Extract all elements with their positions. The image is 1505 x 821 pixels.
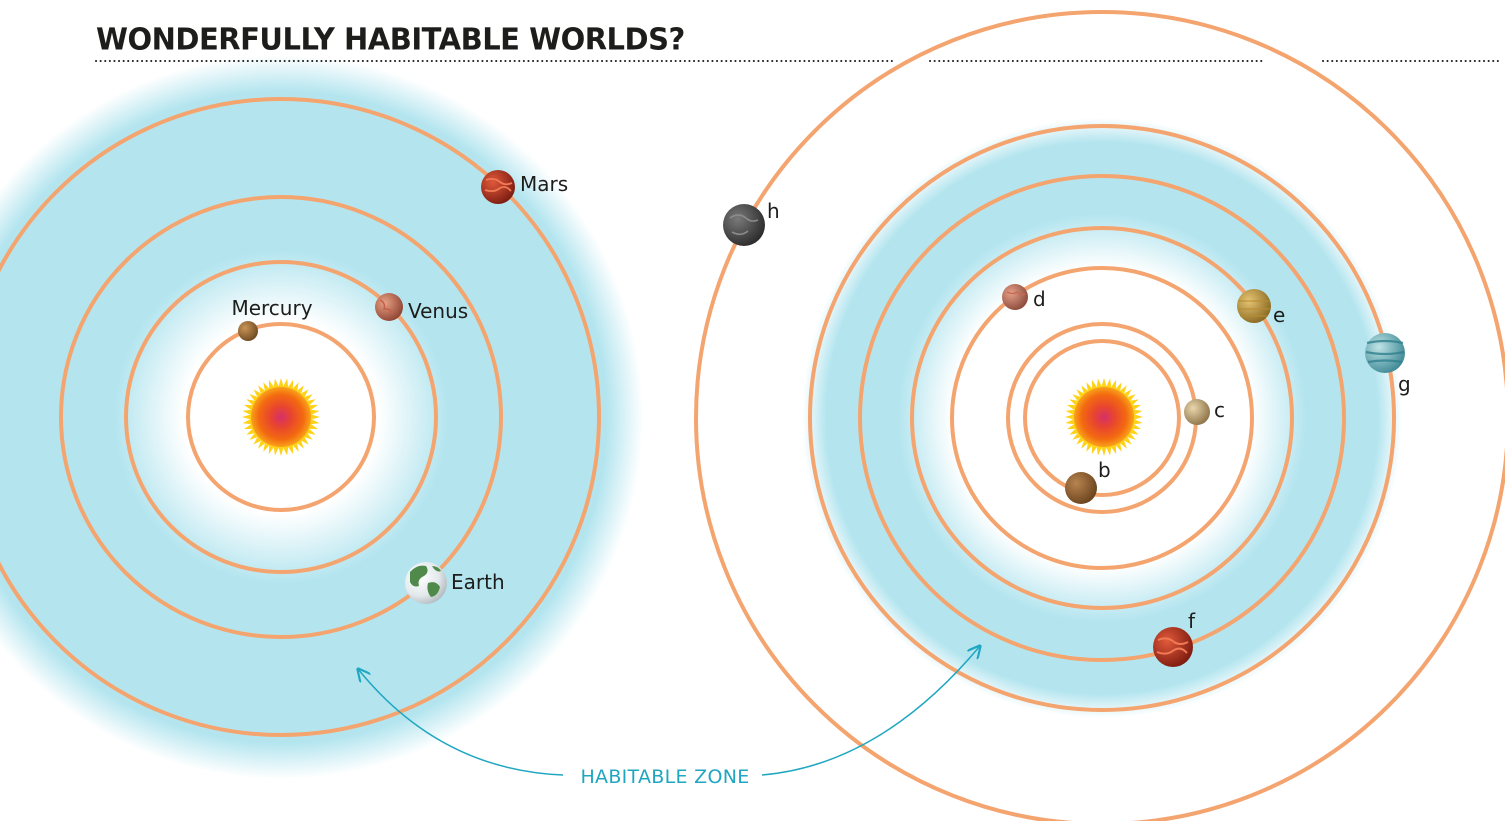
orbit-earth xyxy=(59,195,503,639)
rocky-planet-icon xyxy=(1153,627,1193,667)
rocky-planet-icon xyxy=(1184,399,1210,425)
solar-habitable-zone xyxy=(0,55,643,779)
rocky-planet-icon xyxy=(238,321,258,341)
planet-label-h: h xyxy=(767,199,780,223)
planet-label-mercury: Mercury xyxy=(231,296,312,320)
orbit-g xyxy=(808,124,1396,712)
planet-mars: Mars xyxy=(481,170,568,204)
orbit-mercury xyxy=(186,322,376,512)
orbit-mars xyxy=(0,97,601,737)
habitable-zone-annotation: HABITABLE ZONE xyxy=(358,646,980,788)
sun-icon xyxy=(242,378,320,456)
exo-orbits xyxy=(694,10,1505,821)
planet-label-e: e xyxy=(1273,303,1285,327)
orbit-venus xyxy=(124,260,438,574)
planet-c: c xyxy=(1184,398,1225,425)
planet-b: b xyxy=(1065,458,1111,504)
planet-label-venus: Venus xyxy=(408,299,468,323)
planet-label-f: f xyxy=(1188,609,1196,633)
orbit-b xyxy=(1023,339,1181,497)
orbit-d xyxy=(950,266,1254,570)
solar-orbits xyxy=(0,97,601,737)
planet-g: g xyxy=(1365,333,1411,396)
grey-planet-icon xyxy=(723,204,765,246)
planet-label-d: d xyxy=(1033,287,1046,311)
rocky-planet-icon xyxy=(481,170,515,204)
planet-label-mars: Mars xyxy=(520,172,568,196)
planet-e: e xyxy=(1237,289,1285,327)
planet-d: d xyxy=(1002,284,1046,311)
rocky-planet-icon xyxy=(1002,284,1028,310)
planet-label-g: g xyxy=(1398,372,1411,396)
orbit-e xyxy=(910,226,1294,610)
planet-h: h xyxy=(723,199,780,246)
rocky-planet-icon xyxy=(1237,289,1271,323)
planet-earth: Earth xyxy=(405,562,505,604)
planet-venus: Venus xyxy=(375,293,468,323)
rocky-planet-icon xyxy=(375,293,403,321)
left-arrow xyxy=(358,669,564,776)
page-title: WONDERFULLY HABITABLE WORLDS? xyxy=(96,21,685,57)
planet-f: f xyxy=(1153,609,1196,667)
orbit-h xyxy=(694,10,1505,821)
habitable-zone-label: HABITABLE ZONE xyxy=(580,766,749,788)
right-arrow xyxy=(761,646,980,776)
orbit-f xyxy=(858,174,1346,662)
planet-label-b: b xyxy=(1098,458,1111,482)
star-icon xyxy=(1065,378,1143,456)
rocky-planet-icon xyxy=(1065,472,1097,504)
planet-label-c: c xyxy=(1214,398,1225,422)
planet-mercury: Mercury xyxy=(231,296,313,341)
planet-label-earth: Earth xyxy=(451,570,505,594)
